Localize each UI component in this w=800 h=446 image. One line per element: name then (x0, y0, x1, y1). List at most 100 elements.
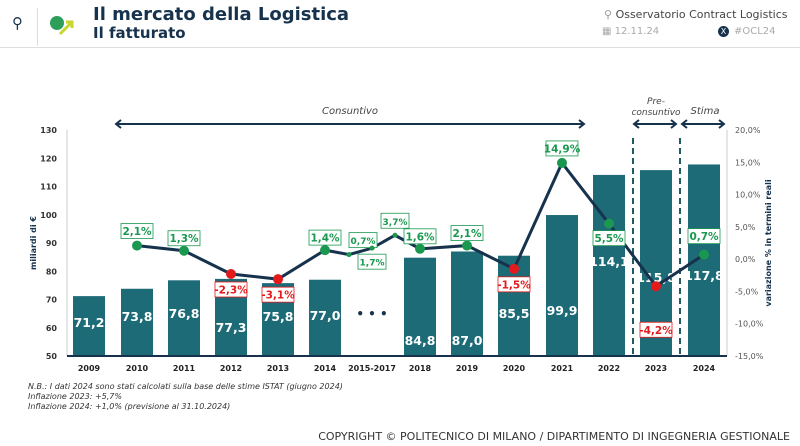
left-axis-title: miliardi di € (29, 216, 38, 270)
bar (451, 251, 483, 356)
point-label: 14,9% (544, 143, 581, 155)
left-tick-label: 50 (46, 352, 58, 361)
bar-label: 76,8 (169, 306, 200, 321)
point-label: 1,6% (405, 231, 435, 243)
note-1: N.B.: I dati 2024 sono stati calcolati s… (28, 382, 343, 391)
x-tick-label: 2021 (551, 364, 574, 373)
right-axis-title: variazione % in termini reali (764, 179, 773, 307)
bar (168, 280, 200, 356)
data-point (226, 268, 236, 279)
page-subtitle: Il fatturato (93, 24, 186, 42)
x-tick-label: 2015-2017 (348, 364, 396, 373)
chat-icon: ⚲ (604, 8, 616, 21)
point-label-box (639, 321, 673, 338)
bar (593, 174, 625, 356)
x-tick-label: 2011 (173, 364, 196, 373)
left-tick-label: 90 (46, 239, 58, 248)
gap-marker: • • • (356, 307, 387, 321)
data-point (509, 263, 519, 274)
left-tick-label: 60 (46, 324, 58, 333)
data-point (604, 218, 614, 229)
hashtag-label: X #OCL24 (718, 26, 776, 37)
right-tick-label: 15,0% (735, 158, 761, 167)
point-label-box (545, 140, 579, 157)
bar-label: 77,3 (216, 320, 247, 335)
right-tick-label: -10,0% (735, 320, 764, 329)
right-tick-label: -15,0% (735, 352, 764, 361)
bar-label: 117,8 (684, 268, 724, 283)
right-tick-label: 5,0% (735, 223, 756, 232)
bar-label: 87,0 (452, 333, 483, 348)
header: ⚲ Il mercato della Logistica Il fatturat… (0, 0, 800, 48)
copyright: COPYRIGHT © POLITECNICO DI MILANO / DIPA… (318, 430, 790, 443)
bar-label: 73,8 (122, 309, 153, 324)
data-point (179, 245, 189, 256)
search-icon[interactable]: ⚲ (12, 14, 23, 32)
bar-label: 99,9 (547, 303, 578, 318)
right-tick-label: 0,0% (735, 255, 756, 264)
data-point (415, 243, 425, 254)
bar (73, 296, 105, 356)
left-tick-label: 120 (40, 154, 57, 163)
point-label: 0,7% (351, 237, 376, 247)
right-tick-label: -5,0% (735, 287, 759, 296)
hashtag-value: #OCL24 (734, 26, 776, 37)
point-label-box (348, 232, 378, 249)
point-label-box (403, 228, 437, 245)
point-label: 3,7% (383, 218, 408, 228)
period-stima: Stima (691, 106, 720, 117)
observatory-name: Osservatorio Contract Logistics (615, 8, 788, 21)
bar-label: 77,0 (310, 308, 341, 323)
left-tick-label: 80 (46, 267, 58, 276)
x-tick-label: 2013 (267, 364, 289, 373)
logistics-logo-icon (50, 16, 74, 36)
x-tick-label: 2009 (78, 364, 101, 373)
stima-arrow-head (680, 119, 726, 129)
x-tick-label: 2019 (456, 364, 479, 373)
x-tick-label: 2014 (314, 364, 337, 373)
calendar-icon: ▦ (602, 26, 615, 37)
data-point (462, 240, 472, 251)
bar-label: 114,1 (589, 254, 629, 269)
observatory-label: ⚲ Osservatorio Contract Logistics (604, 8, 787, 21)
notes: N.B.: I dati 2024 sono stati calcolati s… (28, 382, 343, 412)
point-label-box (592, 230, 626, 247)
point-label: 1,7% (360, 259, 385, 269)
bar-label: 85,5 (499, 306, 530, 321)
point-label: 2,1% (122, 226, 152, 238)
right-tick-label: 10,0% (735, 191, 761, 200)
data-point (557, 157, 567, 168)
consuntivo-arrow-head (114, 119, 586, 129)
point-label: 5,5% (594, 233, 624, 245)
x-tick-label: 2020 (503, 364, 526, 373)
period-preconsuntivo-1: Pre- (647, 97, 665, 107)
left-tick-label: 110 (40, 183, 57, 192)
point-label: -1,5% (497, 279, 531, 291)
point-label: -3,1% (261, 290, 295, 302)
point-label-box (120, 223, 154, 239)
preconsuntivo-arrow-head (632, 119, 678, 129)
data-point (132, 240, 142, 251)
x-tick-label: 2018 (409, 364, 432, 373)
point-label-box (357, 253, 387, 270)
note-3: Inflazione 2024: +1,0% (previsione al 31… (28, 402, 231, 411)
point-label: -4,2% (639, 325, 673, 337)
divider (37, 8, 38, 46)
bar (404, 257, 436, 356)
point-label: 0,7% (689, 231, 719, 243)
point-label: 1,4% (310, 233, 340, 245)
point-label-box (261, 286, 295, 303)
x-tick-label: 2012 (220, 364, 242, 373)
bar-label: 75,8 (263, 309, 294, 324)
x-logo-icon: X (718, 26, 729, 37)
point-label: 2,1% (452, 228, 482, 240)
point-label: 1,3% (169, 233, 199, 245)
data-point (392, 232, 398, 238)
point-label-box (380, 212, 410, 229)
bar-label: 84,8 (405, 333, 436, 348)
bar (121, 288, 153, 356)
x-tick-label: 2023 (645, 364, 667, 373)
left-tick-label: 130 (40, 126, 57, 135)
data-point (346, 252, 352, 258)
date-value: 12.11.24 (614, 26, 660, 37)
